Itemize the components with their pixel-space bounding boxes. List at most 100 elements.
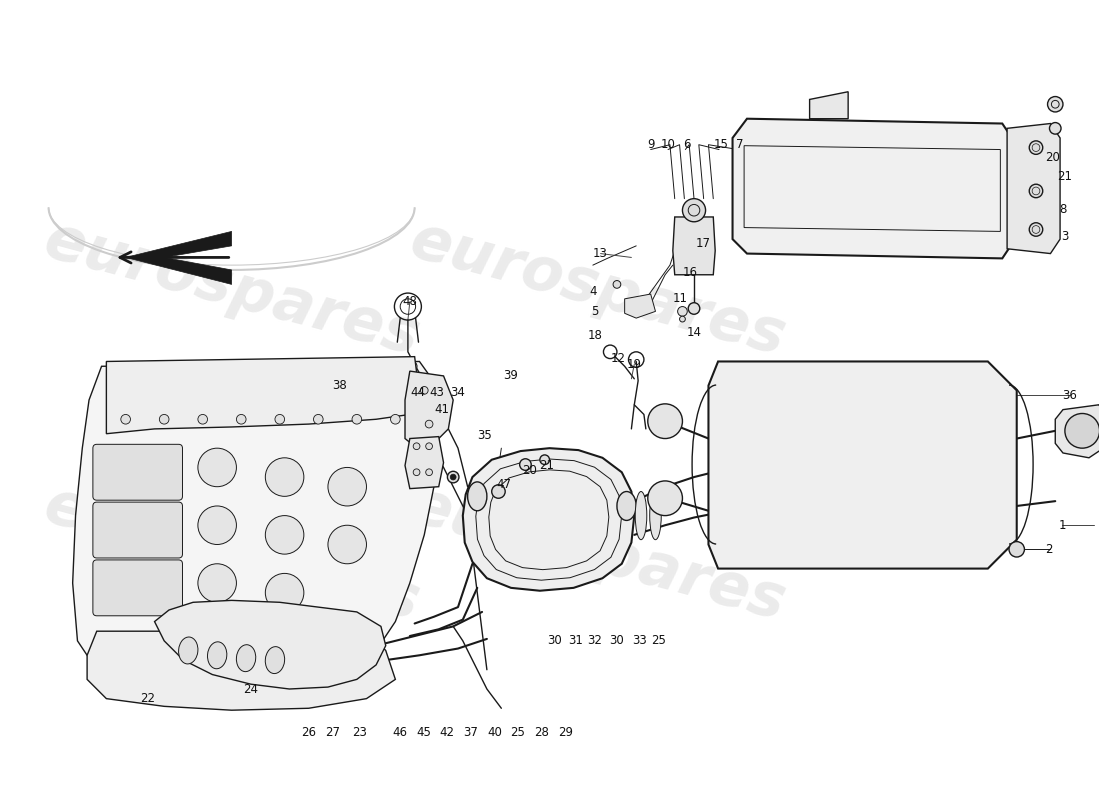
Circle shape — [390, 414, 400, 424]
Text: 19: 19 — [627, 358, 641, 371]
Text: 5: 5 — [591, 305, 598, 318]
Circle shape — [680, 316, 685, 322]
Text: 22: 22 — [141, 692, 155, 705]
Circle shape — [689, 302, 700, 314]
Circle shape — [314, 414, 323, 424]
Circle shape — [414, 469, 420, 476]
Polygon shape — [154, 600, 386, 689]
Text: eurospares: eurospares — [37, 476, 426, 633]
Text: 27: 27 — [326, 726, 340, 739]
Polygon shape — [733, 118, 1012, 258]
Text: 9: 9 — [647, 138, 654, 151]
Ellipse shape — [214, 366, 249, 382]
Text: 20: 20 — [521, 464, 537, 477]
Circle shape — [450, 474, 456, 480]
Circle shape — [352, 414, 362, 424]
Text: 21: 21 — [539, 459, 554, 472]
Text: 25: 25 — [651, 634, 666, 647]
Text: 24: 24 — [243, 682, 258, 695]
Text: 6: 6 — [683, 138, 691, 151]
Ellipse shape — [468, 482, 487, 510]
Circle shape — [1047, 97, 1063, 112]
Polygon shape — [73, 362, 443, 684]
Text: 41: 41 — [434, 403, 449, 416]
Text: 20: 20 — [1045, 150, 1059, 164]
Text: 30: 30 — [609, 634, 625, 647]
Text: 3: 3 — [1062, 230, 1068, 242]
Polygon shape — [125, 231, 232, 284]
Text: 2: 2 — [1045, 543, 1053, 556]
Text: 35: 35 — [477, 429, 493, 442]
Polygon shape — [463, 448, 635, 590]
Ellipse shape — [635, 491, 647, 540]
Circle shape — [265, 458, 304, 496]
Polygon shape — [405, 437, 443, 489]
Circle shape — [265, 574, 304, 612]
Text: 8: 8 — [1059, 202, 1067, 216]
Circle shape — [448, 471, 459, 483]
Text: 7: 7 — [737, 138, 744, 151]
Circle shape — [519, 458, 531, 470]
Text: 42: 42 — [439, 726, 454, 739]
Circle shape — [1049, 122, 1061, 134]
Circle shape — [1065, 414, 1100, 448]
Ellipse shape — [344, 359, 378, 377]
Circle shape — [160, 414, 169, 424]
Ellipse shape — [265, 646, 285, 674]
Circle shape — [265, 516, 304, 554]
Circle shape — [236, 414, 246, 424]
Text: 40: 40 — [487, 726, 502, 739]
Text: 16: 16 — [683, 266, 697, 279]
Text: 29: 29 — [559, 726, 573, 739]
Circle shape — [198, 414, 208, 424]
Circle shape — [540, 455, 550, 465]
Circle shape — [414, 443, 420, 450]
Circle shape — [328, 526, 366, 564]
Polygon shape — [673, 217, 715, 274]
Ellipse shape — [383, 358, 417, 375]
Circle shape — [1030, 141, 1043, 154]
Circle shape — [426, 443, 432, 450]
Text: 37: 37 — [463, 726, 478, 739]
Circle shape — [613, 281, 620, 288]
Circle shape — [682, 198, 705, 222]
Text: 44: 44 — [410, 386, 425, 398]
Text: 1: 1 — [1058, 518, 1066, 532]
Circle shape — [648, 481, 682, 516]
Text: 18: 18 — [587, 329, 602, 342]
Text: 36: 36 — [1063, 389, 1077, 402]
Circle shape — [198, 564, 236, 602]
Polygon shape — [1008, 123, 1060, 254]
Polygon shape — [708, 362, 1016, 569]
Circle shape — [426, 469, 432, 476]
Text: 12: 12 — [610, 352, 626, 365]
Circle shape — [121, 414, 131, 424]
Text: eurospares: eurospares — [404, 210, 792, 368]
FancyBboxPatch shape — [92, 444, 183, 500]
Text: eurospares: eurospares — [404, 476, 792, 633]
Circle shape — [426, 420, 433, 428]
Text: 46: 46 — [393, 726, 408, 739]
Text: 39: 39 — [504, 370, 518, 382]
Circle shape — [198, 506, 236, 545]
Circle shape — [1030, 222, 1043, 236]
Circle shape — [678, 306, 688, 316]
Text: eurospares: eurospares — [37, 210, 426, 368]
Text: 14: 14 — [686, 326, 702, 339]
Text: 21: 21 — [1057, 170, 1072, 183]
Polygon shape — [87, 631, 395, 710]
Polygon shape — [405, 371, 453, 446]
Circle shape — [420, 386, 428, 394]
Text: 13: 13 — [593, 247, 608, 260]
Ellipse shape — [650, 491, 661, 540]
Text: 47: 47 — [497, 478, 512, 491]
Circle shape — [198, 448, 236, 486]
Text: 32: 32 — [587, 634, 602, 647]
Text: 28: 28 — [535, 726, 549, 739]
Ellipse shape — [258, 363, 292, 381]
Ellipse shape — [617, 491, 636, 521]
Ellipse shape — [172, 367, 205, 385]
FancyBboxPatch shape — [92, 502, 183, 558]
Polygon shape — [625, 294, 656, 318]
Text: 45: 45 — [417, 726, 431, 739]
